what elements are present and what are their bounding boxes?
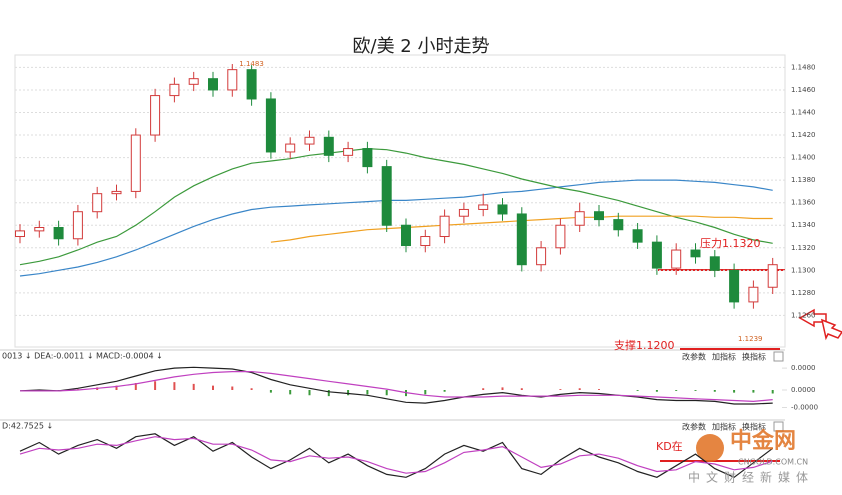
indicator-button[interactable]: 加指标	[712, 422, 736, 432]
chart-title: 欧/美 2 小时走势	[353, 36, 490, 57]
candle-body	[130, 134, 141, 192]
candle-body	[246, 69, 257, 100]
candle-body	[709, 256, 720, 271]
candle-body	[53, 226, 64, 240]
max-label: 1.1483	[239, 60, 263, 68]
candle-body	[150, 95, 161, 136]
candle-body	[748, 286, 759, 303]
candle-body	[401, 224, 411, 247]
indicator-button[interactable]: 换指标	[742, 422, 766, 432]
candle-body	[767, 264, 778, 288]
watermark-site: CNGOLD.COM.CN	[738, 458, 808, 467]
y-tick-label: 1.1260	[791, 311, 816, 319]
indicator-line	[19, 433, 774, 478]
candle-body	[458, 208, 469, 217]
y-tick-label: 1.1380	[791, 176, 816, 184]
kd-annotation: KD在	[656, 440, 683, 453]
y-tick-label: 1.1300	[791, 266, 816, 274]
candle-body	[671, 249, 682, 269]
candle-body	[555, 224, 566, 249]
y-tick-label: 1.1460	[791, 86, 816, 94]
indicator-button[interactable]: 换指标	[742, 352, 766, 362]
candle-body	[729, 269, 740, 303]
arrow-icon	[820, 318, 842, 341]
watermark-name: 中金网	[730, 428, 796, 454]
y-tick-label: 1.1280	[791, 289, 816, 297]
y-tick-label: 1.1320	[791, 244, 816, 252]
candle-body	[227, 69, 238, 91]
indicator-line	[19, 179, 773, 277]
candle-body	[690, 249, 701, 258]
candle-body	[362, 148, 373, 168]
candle-body	[651, 241, 662, 269]
watermark-logo	[696, 434, 724, 462]
y-tick-label: 1.1400	[791, 154, 816, 162]
candle-body	[304, 136, 315, 145]
candle-body	[613, 219, 624, 231]
indicator-line	[19, 366, 773, 405]
y-tick-label: 1.1340	[791, 221, 816, 229]
candle-body	[188, 78, 199, 85]
min-label: 1.1239	[738, 335, 763, 343]
y-tick-label: 1.1360	[791, 199, 816, 207]
indicator-header: D:42.7525 ↓	[2, 422, 53, 431]
price-panel	[14, 54, 786, 348]
candle-body	[169, 83, 180, 97]
candle-body	[632, 229, 643, 243]
close-button[interactable]	[773, 421, 784, 432]
candle-body	[497, 204, 508, 215]
candle-body	[208, 78, 218, 91]
candle-body	[536, 247, 547, 266]
indicator-line	[20, 371, 773, 403]
candle-body	[15, 230, 25, 238]
y-tick-label: 1.1440	[791, 108, 816, 116]
candle-body	[265, 98, 276, 153]
candle-body	[594, 211, 604, 221]
y-tick-label: -0.0000	[791, 404, 818, 412]
close-button[interactable]	[773, 351, 784, 362]
candle-body	[381, 166, 392, 226]
arrow-icon	[798, 308, 827, 328]
candle-body	[111, 190, 122, 195]
candle-body	[439, 215, 450, 238]
candle-body	[72, 211, 83, 240]
candle-body	[343, 148, 354, 156]
candle-body	[574, 211, 585, 226]
indicator-button[interactable]: 改参数	[682, 422, 706, 432]
watermark-slogan: 中文财经新媒体	[688, 470, 814, 485]
resistance-text: 压力1.1320	[700, 237, 761, 250]
candle-body	[516, 213, 527, 266]
indicator-button[interactable]: 加指标	[712, 352, 736, 362]
candle-body	[34, 226, 45, 232]
candle-body	[323, 136, 334, 156]
y-tick-label: 0.0000	[791, 386, 816, 394]
y-tick-label: 1.1420	[791, 131, 816, 139]
indicator-line	[19, 436, 773, 474]
candle-body	[420, 236, 431, 247]
support-text: 支撑1.1200	[614, 338, 675, 352]
candle-body	[285, 143, 296, 153]
indicator-button[interactable]: 改参数	[682, 352, 706, 362]
indicator-header: 0013 ↓ DEA:-0.0011 ↓ MACD:-0.0004 ↓	[2, 352, 163, 361]
y-tick-label: 0.0000	[791, 364, 816, 372]
indicator-line	[19, 147, 773, 266]
candle-body	[92, 193, 103, 213]
y-tick-label: 1.1480	[791, 63, 816, 71]
candle-body	[478, 204, 489, 210]
